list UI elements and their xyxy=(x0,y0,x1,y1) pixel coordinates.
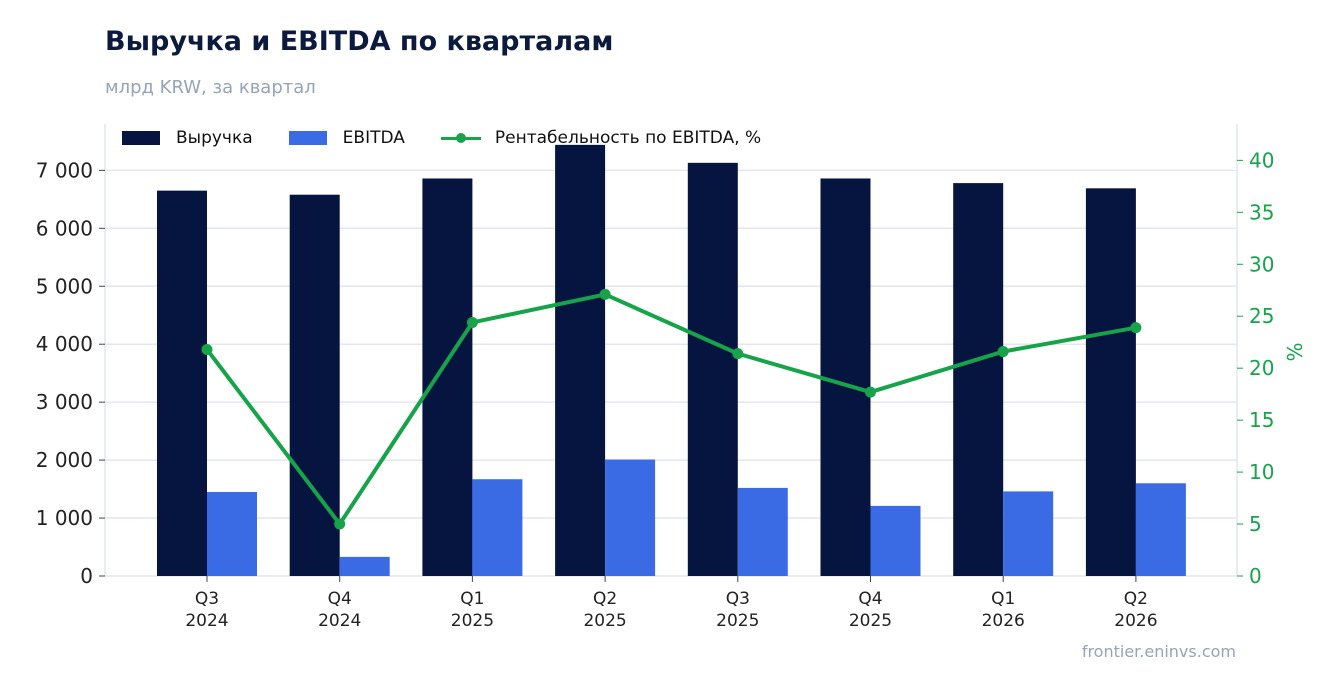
left-tick-label: 4 000 xyxy=(36,332,93,356)
right-tick-label: 35 xyxy=(1249,200,1274,224)
revenue-bar xyxy=(157,190,207,576)
left-tick-label: 5 000 xyxy=(36,274,93,298)
ebitda-bar xyxy=(207,491,257,576)
right-tick-label: 30 xyxy=(1249,252,1274,276)
legend-swatch-revenue xyxy=(122,131,160,145)
x-tick-label-quarter: Q1 xyxy=(991,589,1015,609)
x-tick-label-year: 2026 xyxy=(982,611,1025,631)
ebitda-bar xyxy=(472,479,523,576)
legend-swatch-ebitda xyxy=(288,131,327,145)
revenue-bar xyxy=(422,178,473,576)
legend-item-margin: Рентабельность по EBITDA, % xyxy=(440,128,762,148)
revenue-bar xyxy=(1085,188,1136,577)
revenue-bar xyxy=(555,144,606,576)
x-tick-label-year: 2025 xyxy=(716,611,759,631)
right-tick-label: 5 xyxy=(1249,512,1262,536)
left-tick-label: 0 xyxy=(80,564,93,588)
revenue-bar xyxy=(820,178,871,576)
margin-point xyxy=(599,288,611,300)
left-tick-label: 7 000 xyxy=(36,158,93,182)
revenue-bar xyxy=(289,194,340,576)
margin-line xyxy=(205,292,1137,527)
margin-point xyxy=(732,348,744,360)
x-tick-label-year: 2024 xyxy=(318,611,361,631)
source-credit: frontier.eninvs.com xyxy=(1081,642,1236,661)
x-tick-label-year: 2024 xyxy=(185,611,228,631)
margin-point xyxy=(997,346,1009,358)
right-tick-label: 40 xyxy=(1249,148,1274,172)
left-tick-label: 6 000 xyxy=(36,216,93,240)
x-tick-label-quarter: Q4 xyxy=(858,589,882,609)
margin-point xyxy=(466,316,478,328)
x-tick-label-year: 2025 xyxy=(451,611,494,631)
chart-legend: Выручка EBITDA Рентабельность по EBITDA,… xyxy=(122,128,797,148)
right-tick-label: 10 xyxy=(1249,460,1274,484)
x-tick-label-quarter: Q1 xyxy=(460,589,484,609)
margin-point xyxy=(334,518,346,530)
chart-title: Выручка и EBITDA по кварталам xyxy=(105,26,614,57)
right-tick-label: 25 xyxy=(1249,304,1274,328)
revenue-bar xyxy=(687,162,738,577)
legend-label-revenue: Выручка xyxy=(176,128,253,148)
ebitda-bar xyxy=(339,556,390,576)
revenue-bar xyxy=(953,183,1004,576)
legend-label-ebitda: EBITDA xyxy=(342,128,405,148)
ebitda-bar xyxy=(1135,483,1186,576)
ebitda-bar xyxy=(737,487,788,576)
right-axis-label: % xyxy=(1283,342,1307,361)
right-tick-label: 0 xyxy=(1249,564,1262,588)
left-tick-label: 2 000 xyxy=(36,448,93,472)
x-tick-label-quarter: Q4 xyxy=(328,589,352,609)
x-tick-label-year: 2025 xyxy=(583,611,626,631)
left-tick-label: 1 000 xyxy=(36,506,93,530)
right-tick-label: 20 xyxy=(1249,356,1274,380)
legend-swatch-margin xyxy=(440,131,481,145)
ebitda-bar xyxy=(870,505,921,576)
margin-point xyxy=(865,386,876,398)
ebitda-bar xyxy=(1003,491,1054,576)
legend-label-margin: Рентабельность по EBITDA, % xyxy=(494,128,762,148)
margin-point xyxy=(201,343,213,355)
chart-subtitle: млрд KRW, за квартал xyxy=(105,77,316,98)
x-tick-label-year: 2026 xyxy=(1114,611,1157,631)
ebitda-bar xyxy=(605,459,656,576)
x-tick-label-year: 2025 xyxy=(849,611,892,631)
x-tick-label-quarter: Q2 xyxy=(1124,589,1148,609)
x-tick-label-quarter: Q2 xyxy=(593,589,617,609)
x-tick-label-quarter: Q3 xyxy=(726,589,750,609)
left-tick-label: 3 000 xyxy=(36,390,93,414)
x-tick-label-quarter: Q3 xyxy=(195,589,219,609)
legend-item-ebitda: EBITDA xyxy=(288,128,405,148)
legend-item-revenue: Выручка xyxy=(122,128,253,148)
margin-point xyxy=(1130,322,1142,334)
right-tick-label: 15 xyxy=(1249,408,1274,432)
